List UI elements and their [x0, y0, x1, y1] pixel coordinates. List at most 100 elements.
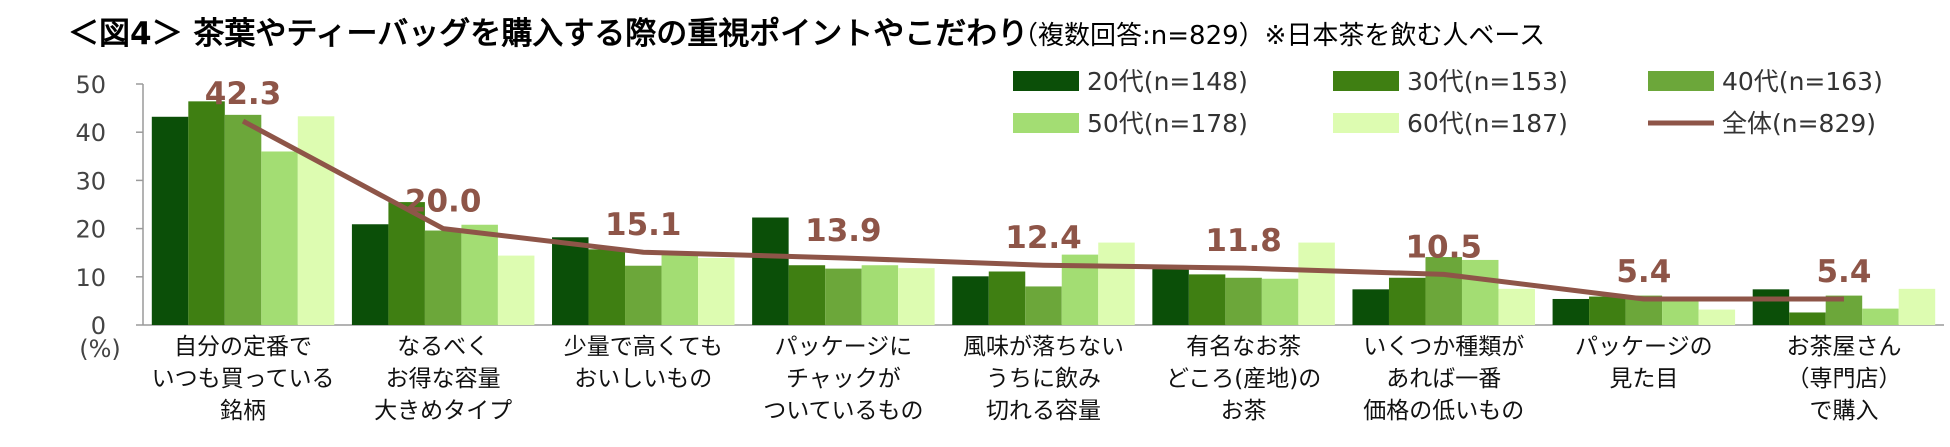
legend-swatch — [1333, 71, 1399, 91]
bar-60s — [898, 268, 935, 325]
bar-60s — [1498, 288, 1535, 325]
bar-20s — [1152, 266, 1189, 325]
category-label: 銘柄 — [220, 398, 266, 424]
bar-60s — [1298, 242, 1335, 325]
overall-data-label: 42.3 — [205, 76, 282, 112]
bar-30s — [1388, 277, 1426, 325]
legend-label: 30代(n=153) — [1407, 67, 1568, 96]
category-label: ついているもの — [763, 398, 923, 424]
chart-note: （複数回答:n=829）※日本茶を飲む人ベース — [1012, 21, 1545, 51]
category-label: お茶 — [1221, 398, 1267, 424]
bar-20s — [151, 116, 189, 325]
category-label: あれば一番 — [1386, 366, 1501, 392]
bar-20s — [351, 224, 389, 325]
bar-40s — [1025, 286, 1062, 325]
y-tick-label: 30 — [75, 167, 106, 195]
bar-50s — [1662, 300, 1699, 325]
bar-20s — [1552, 298, 1590, 325]
category-label: いくつか種類が — [1363, 334, 1524, 360]
category-label: 価格の低いもの — [1363, 398, 1524, 424]
bar-60s — [1098, 242, 1135, 325]
bar-50s — [1261, 278, 1299, 325]
legend-swatch — [1648, 71, 1714, 91]
bars — [151, 101, 1936, 326]
legend: 20代(n=148) 30代(n=153) 40代(n=163) 50代(n=178)… — [1013, 67, 1883, 138]
category-label: パッケージに — [775, 334, 913, 360]
category-label: チャックが — [786, 366, 901, 392]
category-label: 少量で高くても — [564, 334, 723, 360]
bar-20s — [1352, 289, 1389, 325]
category-label: お茶屋さん — [1786, 334, 1901, 360]
bar-30s — [1589, 296, 1626, 325]
bar-60s — [1898, 288, 1936, 325]
legend-label: 40代(n=163) — [1722, 67, 1883, 96]
category-label: お得な容量 — [386, 366, 501, 392]
category-label: 大きめタイプ — [374, 398, 512, 424]
bar-60s — [297, 116, 335, 325]
bar-50s — [1461, 259, 1499, 325]
bar-30s — [988, 271, 1026, 325]
category-label: で購入 — [1809, 398, 1878, 424]
bar-60s — [698, 258, 735, 325]
legend-swatch — [1333, 113, 1399, 133]
bar-20s — [552, 237, 589, 325]
y-tick-label: 10 — [75, 264, 106, 292]
bar-40s — [1425, 257, 1462, 325]
category-label: 切れる容量 — [986, 398, 1101, 424]
category-label: 有名なお茶 — [1186, 334, 1301, 360]
legend-label: 20代(n=148) — [1087, 67, 1248, 96]
bar-50s — [861, 265, 899, 325]
overall-data-label: 15.1 — [605, 207, 682, 243]
bar-30s — [388, 202, 425, 325]
bar-20s — [952, 276, 989, 325]
bar-30s — [788, 265, 826, 325]
legend-swatch — [1013, 113, 1079, 133]
bar-30s — [1188, 274, 1226, 325]
bar-40s — [1225, 277, 1262, 325]
bar-60s — [497, 255, 535, 325]
bar-30s — [188, 101, 225, 326]
overall-data-label: 11.8 — [1205, 223, 1282, 259]
category-label: いつも買っている — [152, 366, 335, 392]
overall-data-label: 5.4 — [1616, 254, 1671, 290]
category-label: なるべく — [397, 334, 489, 360]
bar-30s — [588, 249, 626, 325]
bar-60s — [1698, 309, 1736, 325]
bar-20s — [752, 217, 789, 325]
bar-50s — [661, 254, 699, 325]
overall-line: 42.3 20.0 15.1 13.9 12.4 11.8 10.5 5.4 5.4 — [205, 76, 1871, 302]
y-tick-label: 40 — [75, 119, 106, 147]
y-tick-label: 20 — [75, 216, 106, 244]
y-axis-unit-label: (%) — [79, 335, 121, 363]
bar-40s — [424, 230, 462, 325]
legend-label: 50代(n=178) — [1087, 109, 1248, 138]
legend-swatch — [1013, 71, 1079, 91]
bar-20s — [1752, 289, 1790, 325]
chart-title: ＜図4＞ 茶葉やティーバッグを購入する際の重視ポイントやこだわり — [68, 16, 1028, 52]
category-label: 見た目 — [1609, 366, 1678, 392]
bar-50s — [1862, 308, 1899, 325]
overall-data-label: 20.0 — [405, 184, 482, 220]
category-label: うちに飲み — [986, 366, 1101, 392]
bar-40s — [825, 268, 862, 325]
legend-label: 60代(n=187) — [1407, 109, 1568, 138]
y-tick-label: 0 — [91, 312, 106, 340]
category-label: 自分の定番で — [174, 334, 312, 360]
overall-data-label: 10.5 — [1405, 229, 1482, 265]
category-label: パッケージの — [1575, 334, 1713, 360]
bar-40s — [625, 265, 662, 325]
overall-polyline — [241, 118, 1844, 302]
bar-30s — [1789, 312, 1826, 325]
category-label: （専門店） — [1786, 366, 1901, 392]
category-label: 風味が落ちない — [963, 334, 1124, 360]
category-label: おいしいもの — [574, 366, 712, 392]
bar-50s — [461, 224, 498, 325]
y-tick-label: 50 — [75, 71, 106, 99]
bar-50s — [261, 151, 298, 325]
legend-label: 全体(n=829) — [1722, 109, 1876, 138]
category-label: どころ(産地)の — [1166, 366, 1321, 392]
overall-data-label: 5.4 — [1816, 254, 1871, 290]
bar-40s — [224, 114, 262, 326]
